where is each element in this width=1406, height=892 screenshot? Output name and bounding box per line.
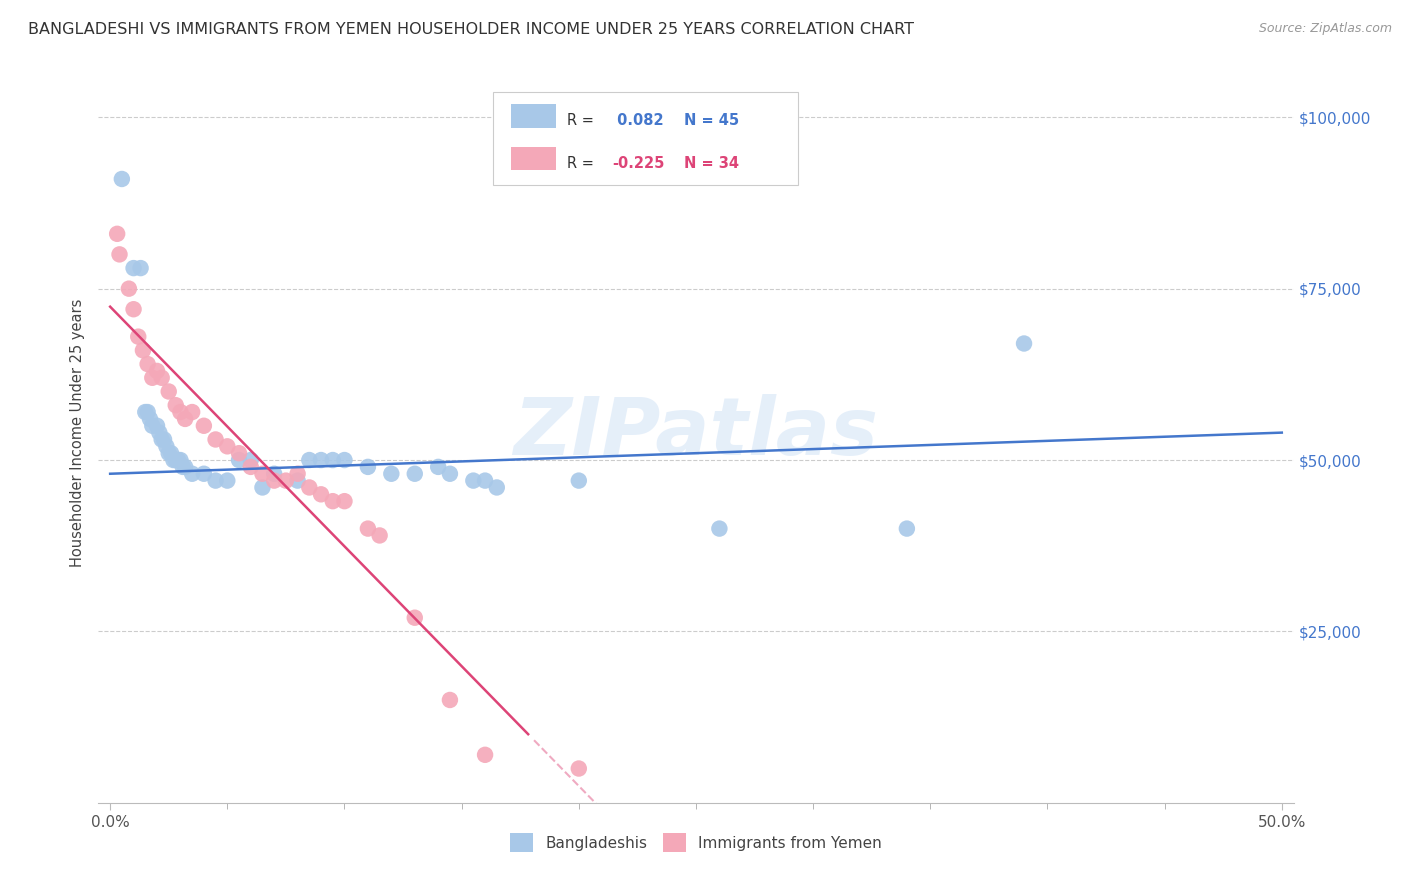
Point — [709, 522, 731, 536]
Point — [357, 459, 380, 474]
Point — [150, 433, 173, 447]
Point — [167, 453, 190, 467]
Point — [239, 453, 262, 467]
Bar — [510, 104, 557, 128]
Point — [568, 762, 591, 776]
Point — [169, 453, 191, 467]
Text: Source: ZipAtlas.com: Source: ZipAtlas.com — [1258, 22, 1392, 36]
Point — [217, 474, 239, 488]
Point — [141, 418, 163, 433]
Point — [239, 459, 262, 474]
Point — [368, 528, 391, 542]
Bar — [510, 146, 557, 170]
Point — [150, 371, 173, 385]
Point — [108, 247, 131, 261]
Point — [169, 405, 191, 419]
Text: N = 34: N = 34 — [685, 156, 740, 171]
Point — [181, 467, 204, 481]
Legend: Bangladeshis, Immigrants from Yemen: Bangladeshis, Immigrants from Yemen — [505, 827, 887, 858]
Text: R =: R = — [567, 156, 593, 171]
Point — [165, 398, 187, 412]
Point — [333, 453, 356, 467]
Point — [111, 172, 134, 186]
Text: BANGLADESHI VS IMMIGRANTS FROM YEMEN HOUSEHOLDER INCOME UNDER 25 YEARS CORRELATI: BANGLADESHI VS IMMIGRANTS FROM YEMEN HOU… — [28, 22, 914, 37]
Point — [298, 453, 321, 467]
Point — [127, 329, 149, 343]
Text: -0.225: -0.225 — [613, 156, 665, 171]
Point — [129, 261, 152, 276]
Point — [309, 453, 332, 467]
Point — [228, 453, 250, 467]
Point — [105, 227, 128, 241]
Point — [165, 453, 187, 467]
Point — [427, 459, 450, 474]
Point — [204, 474, 226, 488]
Text: R =: R = — [567, 113, 593, 128]
Point — [568, 474, 591, 488]
Point — [204, 433, 226, 447]
Point — [263, 474, 285, 488]
Point — [357, 522, 380, 536]
Point — [380, 467, 402, 481]
Point — [333, 494, 356, 508]
Point — [474, 474, 496, 488]
Point — [896, 522, 918, 536]
Point — [274, 474, 297, 488]
Point — [322, 453, 344, 467]
Point — [485, 480, 508, 494]
Point — [217, 439, 239, 453]
Point — [134, 405, 156, 419]
Text: N = 45: N = 45 — [685, 113, 740, 128]
Point — [298, 480, 321, 494]
Point — [157, 446, 180, 460]
Point — [439, 693, 461, 707]
Point — [153, 433, 176, 447]
Point — [174, 459, 197, 474]
FancyBboxPatch shape — [494, 92, 797, 185]
Text: ZIPatlas: ZIPatlas — [513, 393, 879, 472]
Text: 0.082: 0.082 — [613, 113, 664, 128]
Point — [155, 439, 177, 453]
Point — [157, 384, 180, 399]
Point — [132, 343, 155, 358]
Point — [162, 453, 184, 467]
Point — [160, 446, 183, 460]
Point — [122, 261, 145, 276]
Point — [122, 302, 145, 317]
Point — [1012, 336, 1035, 351]
Point — [474, 747, 496, 762]
Point — [287, 467, 309, 481]
Point — [141, 371, 163, 385]
Point — [146, 418, 169, 433]
Point — [118, 282, 141, 296]
Point — [139, 412, 162, 426]
Point — [322, 494, 344, 508]
Point — [404, 610, 426, 624]
Point — [228, 446, 250, 460]
Point — [172, 459, 194, 474]
Point — [309, 487, 332, 501]
Point — [193, 467, 215, 481]
Point — [136, 357, 159, 371]
Point — [252, 480, 274, 494]
Point — [193, 418, 215, 433]
Point — [287, 474, 309, 488]
Point — [463, 474, 485, 488]
Point — [252, 467, 274, 481]
Point — [404, 467, 426, 481]
Point — [146, 364, 169, 378]
Point — [174, 412, 197, 426]
Point — [181, 405, 204, 419]
Point — [439, 467, 461, 481]
Point — [148, 425, 170, 440]
Y-axis label: Householder Income Under 25 years: Householder Income Under 25 years — [70, 299, 86, 566]
Point — [263, 467, 285, 481]
Point — [136, 405, 159, 419]
